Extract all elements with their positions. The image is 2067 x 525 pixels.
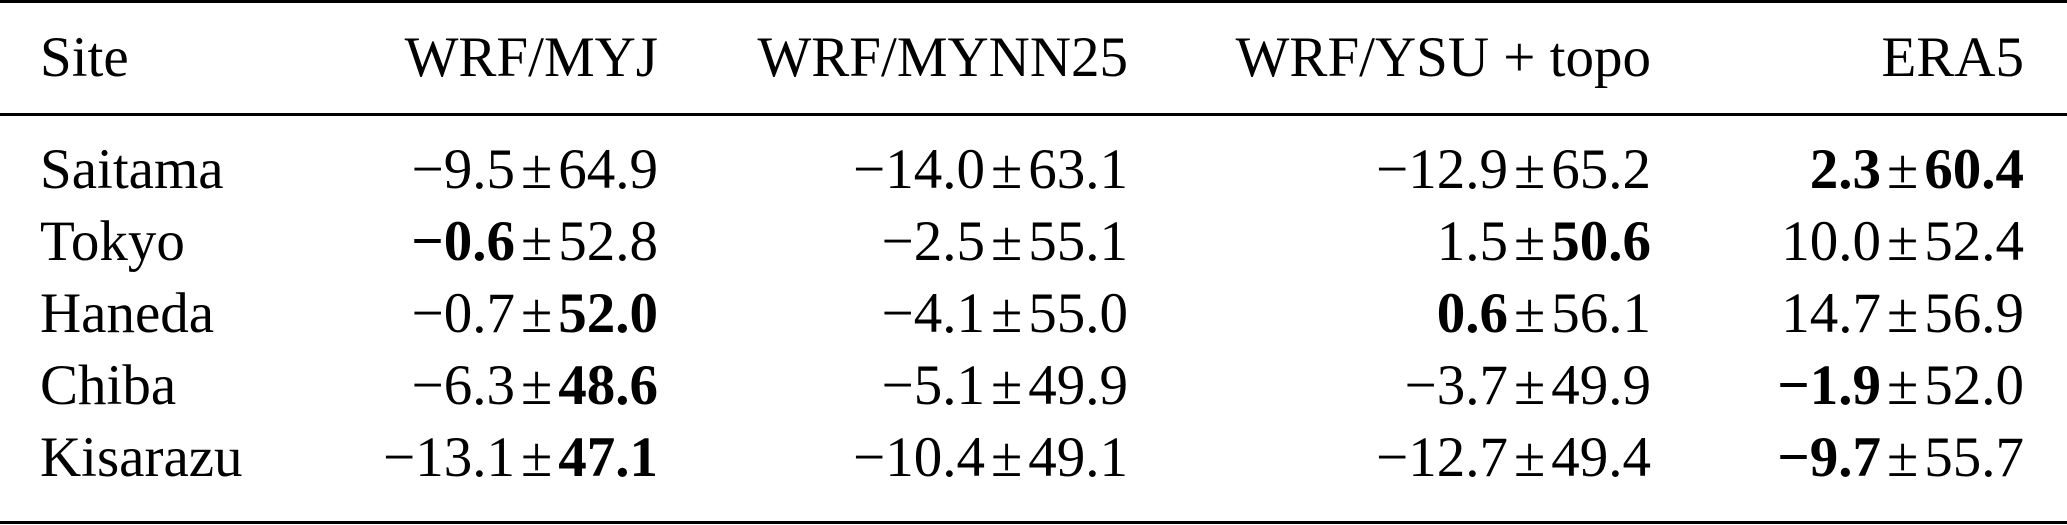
table-cell: −13.1 ±47.1 [383,422,658,494]
plus-minus-symbol: ± [1513,354,1546,417]
plus-minus-symbol: ± [990,282,1023,345]
table-cell: 14.7 ±56.9 [1781,278,2024,350]
plus-minus-symbol: ± [1513,426,1546,489]
cell-sd: 63.1 [1028,138,1128,201]
table-cell: −9.5 ±64.9 [412,134,658,206]
cell-mean: −10.4 [853,426,985,489]
header-wrf-mynn25: WRF/MYNN25 [757,26,1128,89]
plus-minus-symbol: ± [1886,354,1919,417]
cell-sd: 52.4 [1924,210,2024,273]
table-cell: −6.3 ±48.6 [412,350,658,422]
cell-mean: −2.5 [881,210,985,273]
plus-minus-symbol: ± [1513,282,1546,345]
cell-sd: 49.9 [1028,354,1128,417]
header-wrf-ysu-topo: WRF/YSU + topo [1235,26,1651,89]
plus-minus-symbol: ± [990,354,1023,417]
cell-mean: −13.1 [383,426,515,489]
plus-minus-symbol: ± [520,354,553,417]
cell-mean: −0.6 [411,210,515,273]
cell-mean: 1.5 [1436,210,1508,273]
cell-mean: 2.3 [1809,138,1881,201]
site-name: Kisarazu [40,426,243,489]
table-cell: −4.1 ±55.0 [882,278,1128,350]
table-row: Saitama −9.5 ±64.9 −14.0 ±63.1 −12.9 ±65.2 2.3 ±… [0,134,2067,206]
cell-sd: 47.1 [558,426,658,489]
cell-mean: −9.5 [411,138,515,201]
cell-mean: 14.7 [1781,282,1881,345]
table-row: Kisarazu −13.1 ±47.1 −10.4 ±49.1 −12.7 ±49.4 −9… [0,422,2067,494]
table-cell: 1.5 ±50.6 [1437,206,1651,278]
table-cell: −12.7 ±49.4 [1376,422,1651,494]
table-cell: −1.9 ±52.0 [1777,350,2024,422]
cell-sd: 56.1 [1551,282,1651,345]
plus-minus-symbol: ± [520,282,553,345]
cell-sd: 48.6 [558,354,658,417]
table-cell: −0.7 ±52.0 [412,278,658,350]
cell-sd: 55.7 [1924,426,2024,489]
cell-mean: −12.9 [1376,138,1508,201]
table-cell: 0.6 ±56.1 [1437,278,1651,350]
cell-sd: 60.4 [1924,138,2024,201]
plus-minus-symbol: ± [990,138,1023,201]
top-rule [0,0,2067,3]
plus-minus-symbol: ± [520,426,553,489]
cell-mean: −12.7 [1376,426,1508,489]
table-row: Tokyo −0.6 ±52.8 −2.5 ±55.1 1.5 ±50.6 10.0 ±52.4 [0,206,2067,278]
table-row: Haneda −0.7 ±52.0 −4.1 ±55.0 0.6 ±56.1 14.7 ±56.… [0,278,2067,350]
plus-minus-symbol: ± [990,210,1023,273]
cell-sd: 56.9 [1924,282,2024,345]
cell-sd: 49.4 [1551,426,1651,489]
table-cell: −14.0 ±63.1 [853,134,1128,206]
plus-minus-symbol: ± [1886,426,1919,489]
site-name: Haneda [40,282,215,345]
cell-sd: 65.2 [1551,138,1651,201]
cell-mean: −9.7 [1777,426,1881,489]
table-cell: −10.4 ±49.1 [853,422,1128,494]
plus-minus-symbol: ± [520,138,553,201]
cell-mean: −4.1 [881,282,985,345]
table-cell: 2.3 ±60.4 [1810,134,2024,206]
bottom-rule [0,521,2067,524]
header-site: Site [40,26,129,89]
table-cell: −0.6 ±52.8 [411,206,658,278]
cell-sd: 50.6 [1551,210,1651,273]
plus-minus-symbol: ± [1886,210,1919,273]
cell-sd: 49.1 [1028,426,1128,489]
cell-mean: −6.3 [411,354,515,417]
cell-mean: −14.0 [853,138,985,201]
cell-mean: 10.0 [1781,210,1881,273]
cell-sd: 55.1 [1028,210,1128,273]
cell-sd: 52.0 [1924,354,2024,417]
cell-mean: 0.6 [1436,282,1508,345]
table-cell: −5.1 ±49.9 [882,350,1128,422]
plus-minus-symbol: ± [1886,138,1919,201]
plus-minus-symbol: ± [520,210,553,273]
table-cell: −12.9 ±65.2 [1376,134,1651,206]
cell-mean: −0.7 [411,282,515,345]
plus-minus-symbol: ± [990,426,1023,489]
plus-minus-symbol: ± [1513,210,1546,273]
cell-sd: 52.8 [558,210,658,273]
plus-minus-symbol: ± [1513,138,1546,201]
cell-sd: 52.0 [558,282,658,345]
site-name: Tokyo [40,210,185,273]
table-cell: −3.7 ±49.9 [1405,350,1651,422]
table-cell: 10.0 ±52.4 [1781,206,2024,278]
table-cell: −9.7 ±55.7 [1777,422,2024,494]
cell-mean: −1.9 [1777,354,1881,417]
table-row: Chiba −6.3 ±48.6 −5.1 ±49.9 −3.7 ±49.9 −1.9 ±52.… [0,350,2067,422]
header-row: Site WRF/MYJ WRF/MYNN25 WRF/YSU + topo E… [0,22,2067,94]
cell-sd: 64.9 [558,138,658,201]
cell-mean: −5.1 [881,354,985,417]
site-name: Chiba [40,354,177,417]
header-wrf-myj: WRF/MYJ [404,26,658,89]
cell-mean: −3.7 [1404,354,1508,417]
plus-minus-symbol: ± [1886,282,1919,345]
table-cell: −2.5 ±55.1 [882,206,1128,278]
cell-sd: 49.9 [1551,354,1651,417]
header-rule [0,113,2067,116]
header-era5: ERA5 [1881,26,2025,89]
cell-sd: 55.0 [1028,282,1128,345]
site-name: Saitama [40,138,224,201]
